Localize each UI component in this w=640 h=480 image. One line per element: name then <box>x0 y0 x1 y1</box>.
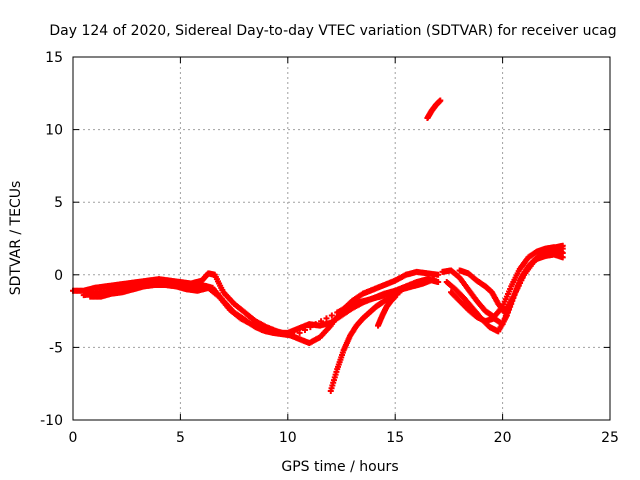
y-tick-label: 10 <box>45 123 63 139</box>
data-point <box>307 324 314 331</box>
x-tick-label: 15 <box>386 430 404 446</box>
series-short-branch <box>375 293 399 329</box>
y-axis-label: SDTVAR / TECUs <box>8 181 24 296</box>
y-tick-label: -10 <box>40 413 63 429</box>
plot-frame <box>72 56 611 421</box>
x-tick-label: 25 <box>601 430 619 446</box>
data-point <box>312 321 319 328</box>
grid-lines <box>73 57 610 420</box>
data-points <box>70 97 566 394</box>
data-point <box>396 289 403 296</box>
data-point <box>328 312 335 319</box>
y-tick-label: 0 <box>54 268 63 284</box>
data-point <box>430 276 437 283</box>
chart-title: Day 124 of 2020, Sidereal Day-to-day VTE… <box>49 23 616 39</box>
y-axis-ticks: -10 -5 0 5 10 15 <box>40 50 610 429</box>
series-dip-branch <box>327 289 403 394</box>
data-point <box>291 332 298 339</box>
data-point <box>323 315 330 322</box>
data-point <box>437 97 444 104</box>
series-main-band-c <box>87 276 437 339</box>
x-tick-label: 10 <box>279 430 297 446</box>
series-outlier-cluster <box>424 97 444 121</box>
y-tick-label: -5 <box>49 340 63 356</box>
x-tick-label: 5 <box>176 430 185 446</box>
data-point <box>559 254 566 261</box>
x-axis-label: GPS time / hours <box>281 459 398 475</box>
data-point <box>296 329 303 336</box>
data-point <box>435 279 442 286</box>
y-tick-label: 15 <box>45 50 63 66</box>
x-tick-label: 20 <box>494 430 512 446</box>
y-tick-label: 5 <box>54 195 63 211</box>
x-tick-label: 0 <box>69 430 78 446</box>
data-point <box>318 318 325 325</box>
data-point <box>392 293 399 300</box>
data-point <box>435 271 442 278</box>
data-point <box>301 326 308 333</box>
x-axis-ticks: 0 5 10 15 20 25 <box>69 57 619 446</box>
series-late-band-d <box>456 242 566 316</box>
data-point <box>559 242 566 249</box>
